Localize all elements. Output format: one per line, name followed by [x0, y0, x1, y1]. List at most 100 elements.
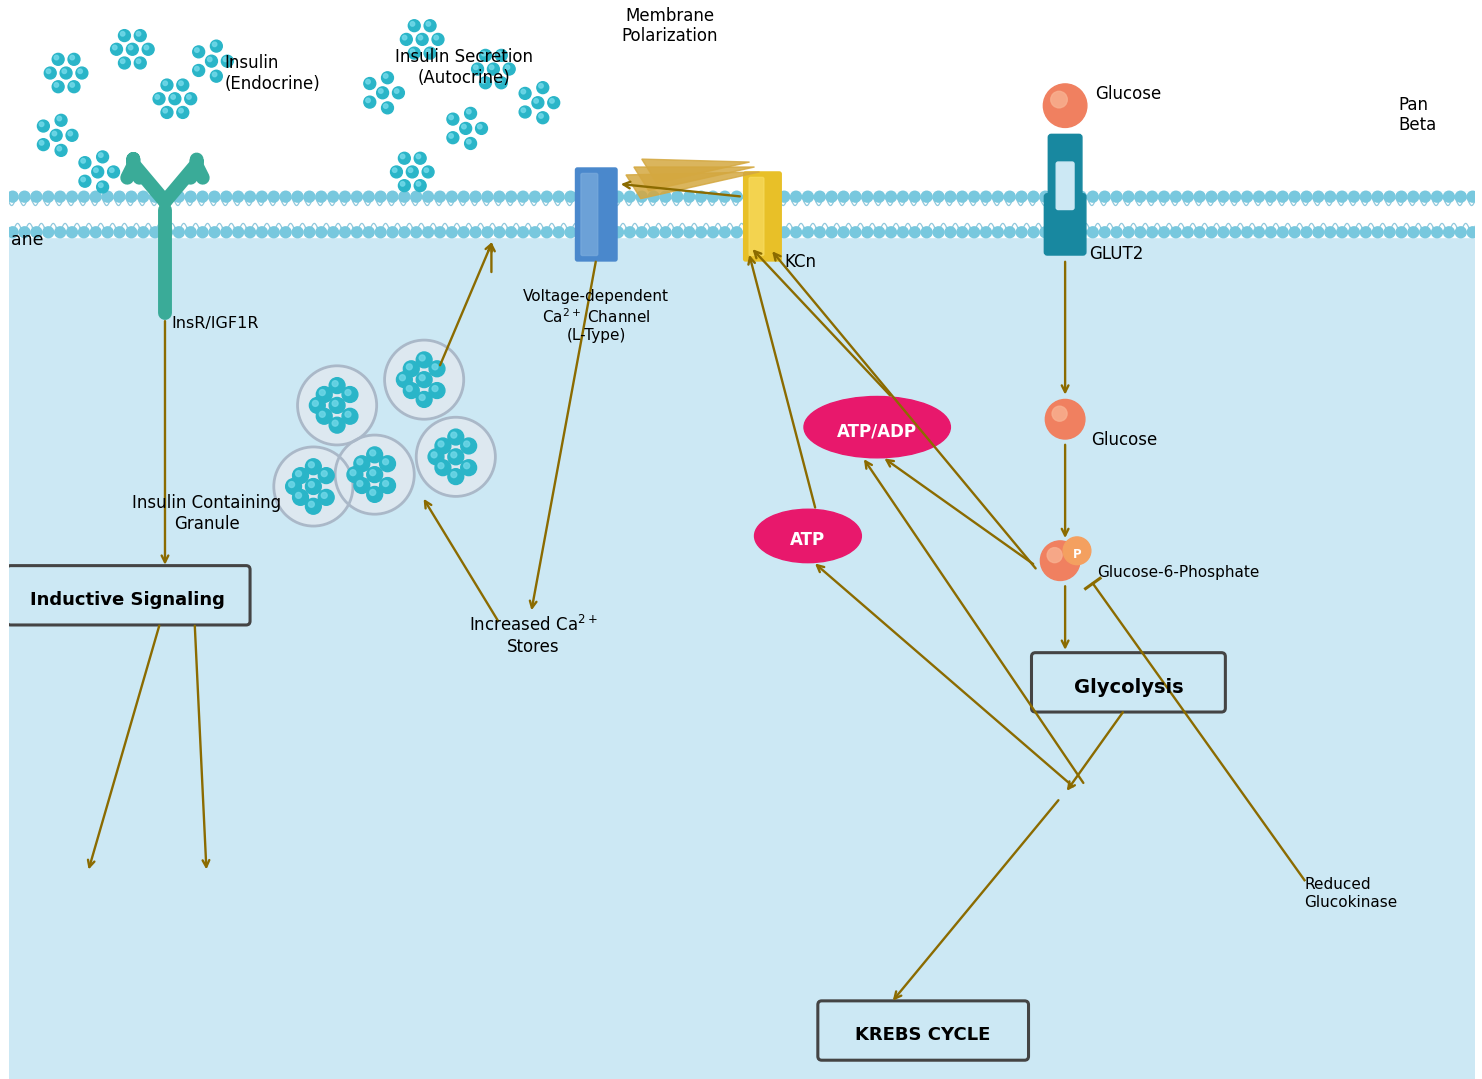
Circle shape [1123, 227, 1134, 237]
Circle shape [1206, 191, 1217, 202]
Circle shape [316, 386, 332, 402]
Circle shape [400, 154, 405, 159]
Circle shape [384, 73, 388, 79]
Circle shape [329, 378, 345, 394]
Circle shape [766, 191, 778, 202]
Text: Glucose-6-Phosphate: Glucose-6-Phosphate [1097, 565, 1260, 581]
Circle shape [292, 227, 302, 237]
Circle shape [522, 108, 526, 112]
Circle shape [286, 479, 301, 494]
Circle shape [1254, 227, 1264, 237]
Circle shape [482, 227, 494, 237]
Circle shape [1242, 227, 1252, 237]
Circle shape [274, 447, 353, 527]
Circle shape [403, 383, 419, 398]
Circle shape [316, 191, 326, 202]
Circle shape [68, 132, 73, 136]
Circle shape [659, 227, 671, 237]
Circle shape [886, 227, 897, 237]
Circle shape [280, 191, 290, 202]
Circle shape [393, 87, 405, 99]
Circle shape [431, 452, 437, 457]
Circle shape [1194, 191, 1205, 202]
Circle shape [82, 177, 86, 181]
Circle shape [212, 72, 216, 77]
Circle shape [505, 65, 510, 69]
Circle shape [827, 227, 837, 237]
Circle shape [495, 77, 507, 88]
Circle shape [433, 364, 439, 370]
Circle shape [548, 97, 560, 109]
Circle shape [910, 227, 920, 237]
Circle shape [536, 82, 548, 94]
Circle shape [79, 175, 90, 187]
Circle shape [37, 139, 49, 151]
Circle shape [366, 80, 370, 84]
Circle shape [851, 191, 861, 202]
Circle shape [476, 123, 488, 135]
Circle shape [363, 191, 373, 202]
Circle shape [379, 455, 396, 472]
Circle shape [439, 441, 445, 447]
Circle shape [969, 191, 980, 202]
Circle shape [1183, 191, 1193, 202]
Circle shape [1408, 227, 1418, 237]
Circle shape [425, 22, 431, 26]
Circle shape [1076, 227, 1086, 237]
Circle shape [268, 227, 279, 237]
Circle shape [108, 166, 120, 178]
Circle shape [138, 227, 148, 237]
Circle shape [46, 69, 50, 73]
Circle shape [173, 191, 184, 202]
Circle shape [310, 397, 325, 413]
Circle shape [1289, 191, 1300, 202]
Circle shape [55, 83, 59, 87]
Circle shape [212, 42, 216, 46]
Circle shape [369, 450, 375, 455]
Circle shape [419, 395, 425, 400]
Circle shape [1372, 227, 1383, 237]
Circle shape [363, 227, 373, 237]
Circle shape [1360, 191, 1371, 202]
Circle shape [382, 459, 388, 465]
Circle shape [1040, 191, 1051, 202]
Circle shape [397, 372, 412, 387]
Circle shape [957, 191, 968, 202]
Circle shape [391, 166, 403, 178]
Circle shape [505, 191, 517, 202]
Circle shape [90, 191, 101, 202]
Circle shape [1349, 191, 1359, 202]
Circle shape [163, 81, 167, 85]
Circle shape [79, 156, 90, 168]
Circle shape [400, 374, 406, 381]
Circle shape [400, 33, 412, 45]
Circle shape [1337, 191, 1347, 202]
Circle shape [522, 90, 526, 94]
Circle shape [120, 31, 124, 36]
Circle shape [1396, 191, 1406, 202]
Circle shape [448, 429, 464, 445]
Circle shape [416, 154, 421, 159]
Circle shape [719, 191, 731, 202]
Polygon shape [625, 172, 759, 199]
Circle shape [176, 79, 188, 91]
Circle shape [384, 104, 388, 108]
Circle shape [1048, 548, 1063, 562]
Circle shape [815, 191, 825, 202]
Circle shape [517, 191, 529, 202]
Circle shape [416, 418, 495, 496]
Circle shape [56, 117, 62, 121]
Circle shape [339, 227, 350, 237]
Circle shape [576, 191, 588, 202]
Circle shape [461, 460, 477, 476]
Circle shape [519, 87, 531, 99]
Circle shape [731, 227, 742, 237]
Circle shape [319, 390, 325, 396]
Circle shape [1325, 191, 1335, 202]
Circle shape [61, 67, 73, 79]
Circle shape [1467, 191, 1478, 202]
Circle shape [470, 227, 482, 237]
Text: Glycolysis: Glycolysis [1073, 678, 1183, 697]
Circle shape [886, 191, 897, 202]
Circle shape [163, 108, 167, 113]
